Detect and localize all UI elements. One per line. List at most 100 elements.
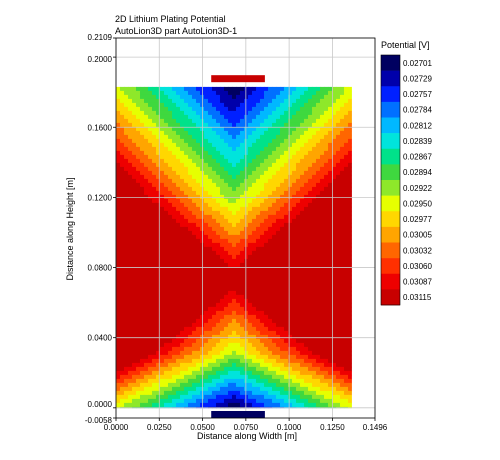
contour-cell xyxy=(196,370,201,376)
contour-cell xyxy=(132,262,137,268)
contour-cell xyxy=(120,290,125,296)
contour-cell xyxy=(336,110,341,116)
contour-cell xyxy=(188,318,193,324)
contour-cell xyxy=(180,246,185,252)
contour-cell xyxy=(180,318,185,324)
contour-cell xyxy=(228,110,233,116)
contour-cell xyxy=(304,114,309,120)
contour-cell xyxy=(300,242,305,248)
contour-cell xyxy=(176,394,181,400)
y-tick-label: 0.1600 xyxy=(88,123,113,132)
contour-cell xyxy=(256,258,261,264)
contour-cell xyxy=(212,258,217,264)
contour-cell xyxy=(324,398,329,404)
contour-cell xyxy=(180,390,185,396)
contour-cell xyxy=(276,394,281,400)
contour-cell xyxy=(292,346,297,352)
contour-cell xyxy=(136,154,141,160)
contour-cell xyxy=(192,138,197,144)
contour-cell xyxy=(316,382,321,388)
contour-cell xyxy=(124,90,129,96)
contour-cell xyxy=(152,334,157,340)
contour-cell xyxy=(120,306,125,312)
contour-cell xyxy=(128,326,133,332)
contour-cell xyxy=(304,278,309,284)
contour-cell xyxy=(148,118,153,124)
contour-cell xyxy=(308,150,313,156)
contour-cell xyxy=(164,122,169,128)
contour-cell xyxy=(176,182,181,188)
contour-cell xyxy=(132,190,137,196)
contour-cell xyxy=(328,202,333,208)
contour-cell xyxy=(240,138,245,144)
contour-cell xyxy=(292,366,297,372)
contour-cell xyxy=(212,202,217,208)
contour-cell xyxy=(288,318,293,324)
contour-cell xyxy=(240,398,245,404)
contour-cell xyxy=(232,138,237,144)
contour-cell xyxy=(140,262,145,268)
contour-cell xyxy=(148,286,153,292)
contour-cell xyxy=(344,126,349,132)
contour-cell xyxy=(188,362,193,368)
contour-cell xyxy=(340,302,345,308)
contour-cell xyxy=(348,334,352,340)
contour-cell xyxy=(140,122,145,128)
contour-cell xyxy=(248,190,253,196)
contour-cell xyxy=(264,338,269,344)
contour-cell xyxy=(116,354,121,360)
contour-cell xyxy=(268,222,273,228)
contour-cell xyxy=(232,302,237,308)
contour-cell xyxy=(232,158,237,164)
contour-cell xyxy=(336,394,341,400)
contour-cell xyxy=(144,198,149,204)
contour-cell xyxy=(236,126,241,132)
contour-cell xyxy=(248,286,253,292)
contour-cell xyxy=(156,306,161,312)
contour-cell xyxy=(140,170,145,176)
contour-cell xyxy=(220,234,225,240)
contour-cell xyxy=(276,354,281,360)
contour-cell xyxy=(236,198,241,204)
contour-cell xyxy=(128,346,133,352)
y-tick-label: -0.0058 xyxy=(85,416,113,425)
contour-cell xyxy=(288,350,293,356)
contour-cell xyxy=(172,146,177,152)
contour-cell xyxy=(348,118,352,124)
contour-cell xyxy=(164,246,169,252)
contour-cell xyxy=(336,202,341,208)
contour-cell xyxy=(328,282,333,288)
contour-cell xyxy=(140,378,145,384)
contour-cell xyxy=(308,382,313,388)
contour-cell xyxy=(224,386,229,392)
contour-cell xyxy=(140,138,145,144)
contour-cell xyxy=(216,110,221,116)
contour-cell xyxy=(148,302,153,308)
contour-cell xyxy=(128,310,133,316)
contour-cell xyxy=(304,330,309,336)
contour-cell xyxy=(116,394,121,400)
contour-cell xyxy=(132,126,137,132)
contour-cell xyxy=(292,126,297,132)
contour-cell xyxy=(348,182,352,188)
contour-cell xyxy=(284,226,289,232)
contour-cell xyxy=(164,366,169,372)
contour-cell xyxy=(124,394,129,400)
contour-cell xyxy=(280,294,285,300)
contour-cell xyxy=(208,170,213,176)
contour-cell xyxy=(128,338,133,344)
contour-cell xyxy=(320,378,325,384)
contour-cell xyxy=(312,354,317,360)
contour-cell xyxy=(140,142,145,148)
contour-cell xyxy=(188,286,193,292)
contour-cell xyxy=(116,314,121,320)
contour-cell xyxy=(120,226,125,232)
contour-cell xyxy=(324,210,329,216)
contour-cell xyxy=(124,210,129,216)
contour-cell xyxy=(168,314,173,320)
contour-cell xyxy=(208,342,213,348)
contour-cell xyxy=(320,314,325,320)
contour-cell xyxy=(172,94,177,100)
contour-cell xyxy=(296,242,301,248)
contour-cell xyxy=(256,314,261,320)
